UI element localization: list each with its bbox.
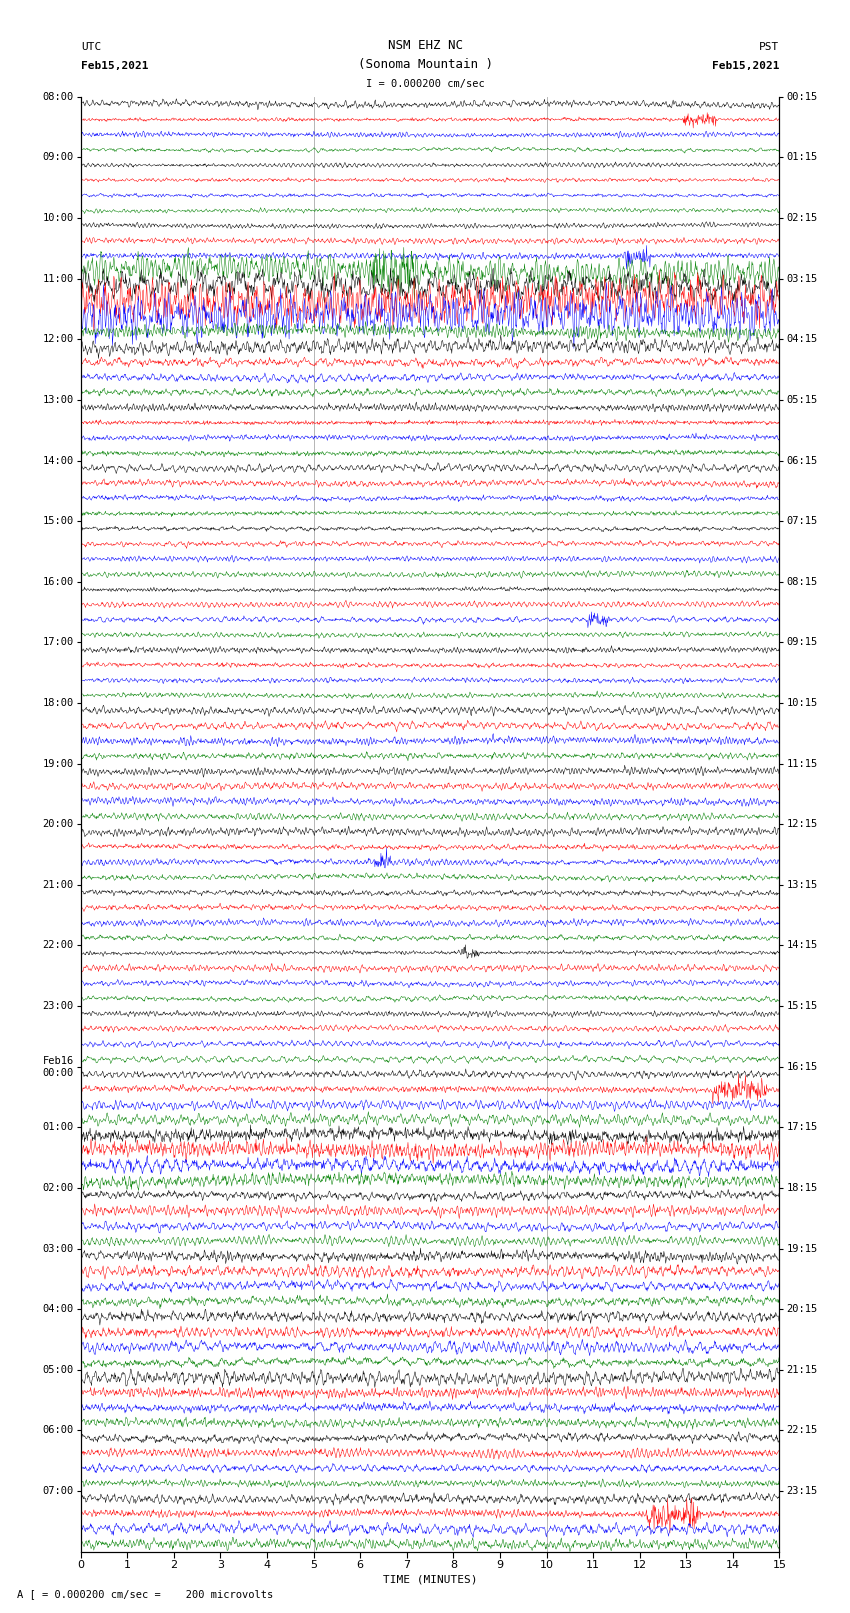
Text: Feb15,2021: Feb15,2021 [712,61,779,71]
Text: A [ = 0.000200 cm/sec =    200 microvolts: A [ = 0.000200 cm/sec = 200 microvolts [17,1589,273,1598]
Text: (Sonoma Mountain ): (Sonoma Mountain ) [358,58,492,71]
Text: Feb15,2021: Feb15,2021 [81,61,148,71]
Text: UTC: UTC [81,42,101,52]
X-axis label: TIME (MINUTES): TIME (MINUTES) [382,1574,478,1584]
Text: PST: PST [759,42,779,52]
Text: NSM EHZ NC: NSM EHZ NC [388,39,462,52]
Text: I = 0.000200 cm/sec: I = 0.000200 cm/sec [366,79,484,89]
